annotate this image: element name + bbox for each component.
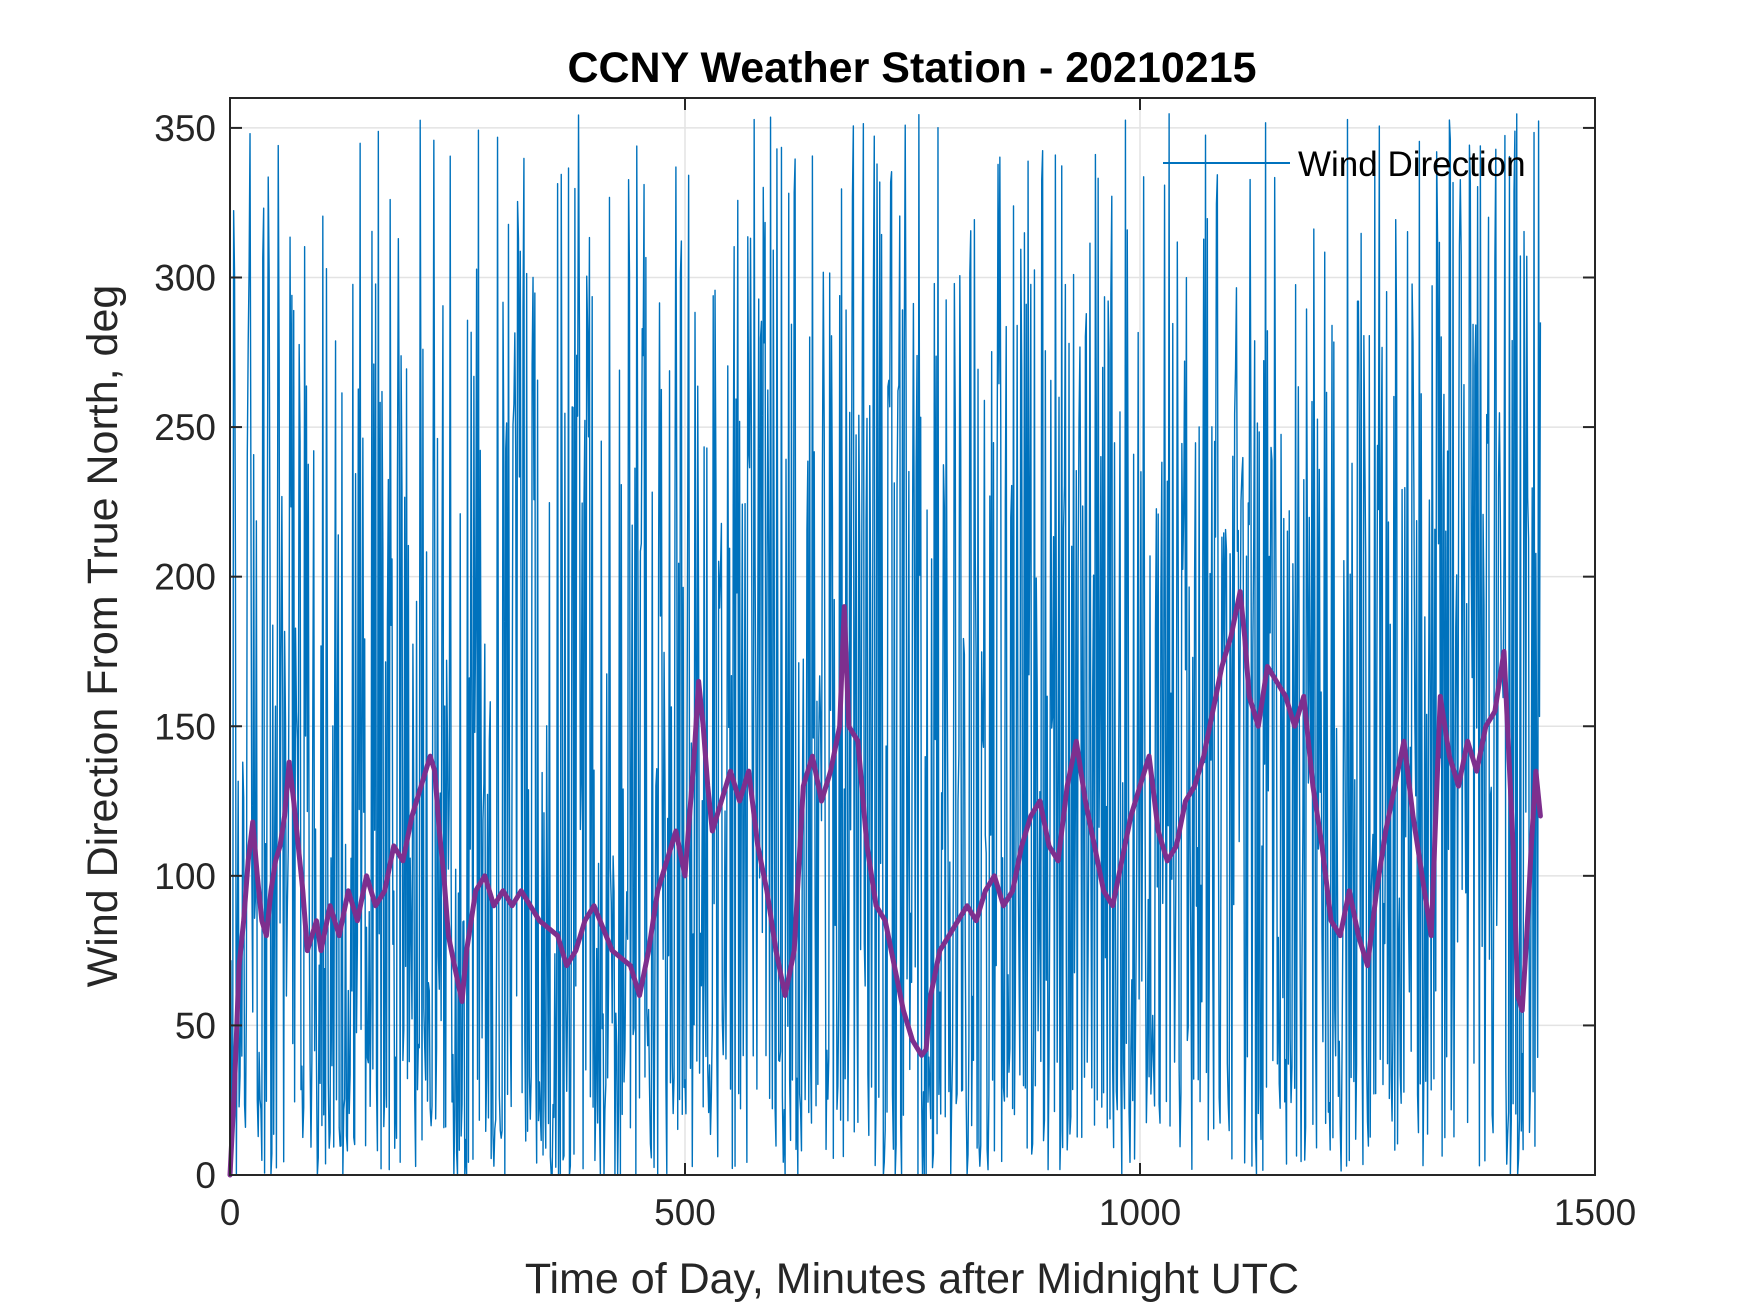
y-tick-label: 200 [154,557,216,598]
x-tick-label: 1000 [1099,1192,1181,1233]
x-tick-label: 500 [654,1192,716,1233]
axes-box [229,97,1596,1176]
y-tick-label: 50 [175,1005,216,1046]
legend-label-wind-direction: Wind Direction [1298,145,1526,184]
x-tick-label: 1500 [1554,1192,1636,1233]
y-tick-label: 350 [154,108,216,149]
series-line-wind-direction [229,113,1542,1176]
series-line-running-mean [227,589,1543,1178]
series-layer [227,113,1543,1178]
y-tick-label: 100 [154,856,216,897]
x-axis-label: Time of Day, Minutes after Midnight UTC [525,1255,1299,1303]
y-tick-label: 0 [195,1155,216,1196]
tick-labels: 0 500 1000 1500 0 50 100 150 200 250 300 350 [154,108,1636,1233]
x-tick-label: 0 [220,1192,241,1233]
y-tick-label: 250 [154,407,216,448]
y-tick-label: 150 [154,706,216,747]
y-axis-label: Wind Direction From True North, deg [79,285,127,988]
y-tick-label: 300 [154,258,216,299]
chart-title: CCNY Weather Station - 20210215 [567,44,1256,92]
legend: Wind Direction [1163,145,1526,184]
